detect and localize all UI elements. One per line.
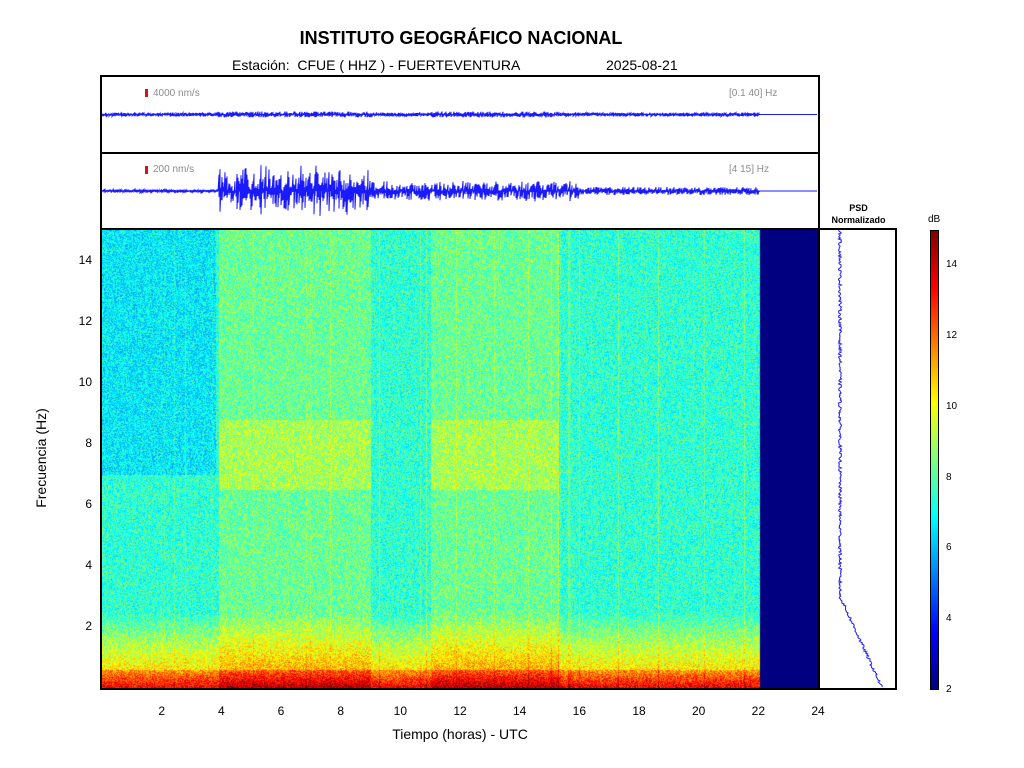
colorbar-unit: dB xyxy=(928,214,941,225)
colorbar-tick-label: 6 xyxy=(946,542,952,554)
colorbar-tick-label: 2 xyxy=(946,684,952,695)
date-label: 2025-08-21 xyxy=(606,57,678,73)
scale-bar-icon xyxy=(145,89,148,97)
y-tick-label: 8 xyxy=(85,435,92,450)
y-tick-label: 6 xyxy=(85,496,92,511)
x-tick-label: 22 xyxy=(751,704,765,718)
psd-title-line2: Normalizado xyxy=(831,215,886,225)
x-tick-label: 6 xyxy=(277,704,285,718)
spectrogram-plot xyxy=(100,228,820,690)
psd-title: PSD Normalizado xyxy=(820,202,897,226)
y-tick-label: 14 xyxy=(78,252,92,267)
x-tick-label: 14 xyxy=(512,704,527,718)
colorbar-tick-label: 4 xyxy=(946,613,952,625)
x-tick-label: 8 xyxy=(337,704,344,718)
trace-band-label: [0.1 40] Hz xyxy=(729,88,778,99)
colorbar-tick-label: 10 xyxy=(946,400,958,412)
x-tick-label: 2 xyxy=(158,704,165,718)
page-title: INSTITUTO GEOGRÁFICO NACIONAL xyxy=(299,28,623,48)
x-axis-label: Tiempo (horas) - UTC xyxy=(392,726,528,742)
spectrogram-canvas xyxy=(102,230,818,688)
x-tick-label: 10 xyxy=(393,704,407,718)
colorbar xyxy=(930,230,939,690)
colorbar-tick-label: 14 xyxy=(946,259,958,271)
x-tick-label: 12 xyxy=(453,704,467,718)
psd-title-line1: PSD xyxy=(849,203,868,213)
y-tick-label: 10 xyxy=(78,374,92,389)
psd-panel xyxy=(820,228,897,690)
x-tick-label: 16 xyxy=(572,704,586,718)
trace-waveform-broadband xyxy=(102,110,817,119)
trace-waveform-filtered xyxy=(102,165,817,216)
y-tick-label: 4 xyxy=(85,557,92,572)
trace-scale-label: 200 nm/s xyxy=(153,164,195,175)
colorbar-tick-label: 12 xyxy=(946,330,958,342)
trace-panel-broadband xyxy=(100,75,820,154)
y-tick-label: 2 xyxy=(85,618,92,633)
trace-panel-filtered xyxy=(100,152,820,230)
trace-scale-label: 4000 nm/s xyxy=(153,88,200,99)
x-tick-label: 24 xyxy=(811,704,825,718)
psd-curve xyxy=(837,230,883,687)
x-tick-label: 18 xyxy=(632,704,646,718)
station-label: Estación: CFUE ( HHZ ) - FUERTEVENTURA xyxy=(232,57,521,73)
x-tick-label: 20 xyxy=(691,704,706,718)
y-axis-label: Frecuencia (Hz) xyxy=(33,408,49,508)
colorbar-tick-label: 8 xyxy=(946,471,952,483)
x-tick-label: 4 xyxy=(217,704,225,718)
trace-band-label: [4 15] Hz xyxy=(729,164,770,175)
y-tick-label: 12 xyxy=(78,313,92,328)
scale-bar-icon xyxy=(145,166,148,174)
